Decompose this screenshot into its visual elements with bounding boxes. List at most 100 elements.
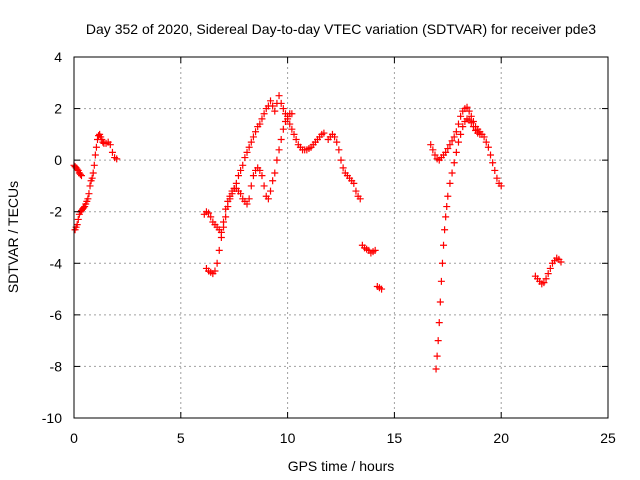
data-point: [542, 275, 550, 283]
data-point: [74, 215, 82, 223]
data-point: [207, 213, 215, 221]
y-tick-label: -8: [50, 358, 63, 374]
x-tick-label: 15: [387, 430, 403, 446]
data-point: [85, 190, 93, 198]
data-point: [90, 161, 98, 169]
data-point: [243, 148, 251, 156]
y-tick-label: 0: [54, 152, 62, 168]
y-tick-labels: -10 -8 -6 -4 -2 0 2 4: [42, 49, 62, 426]
data-point: [465, 107, 473, 115]
data-point: [241, 154, 249, 162]
data-point: [273, 156, 281, 164]
series-segment-4: [324, 130, 386, 293]
data-point: [487, 151, 495, 159]
data-point: [452, 128, 460, 136]
data-point: [441, 226, 449, 234]
y-tick-label: -4: [50, 255, 63, 271]
data-point: [356, 195, 364, 203]
y-tick-label: -2: [50, 204, 63, 220]
data-point: [256, 120, 264, 128]
data-point: [226, 192, 234, 200]
data-point: [258, 115, 266, 123]
data-point: [249, 172, 257, 180]
data-point: [234, 172, 242, 180]
data-point: [444, 192, 452, 200]
data-point: [211, 267, 219, 275]
y-tick-label: -10: [42, 410, 62, 426]
data-points: [70, 92, 565, 373]
data-point: [279, 105, 287, 113]
data-point: [292, 136, 300, 144]
data-point: [288, 125, 296, 133]
data-point: [88, 174, 96, 182]
data-point: [260, 110, 268, 118]
x-tick-labels: 0 5 10 15 20 25: [70, 430, 616, 446]
series-segment-1: [70, 130, 121, 234]
y-axis-label: SDTVAR / TECUs: [5, 181, 21, 293]
data-point: [92, 143, 100, 151]
data-point: [86, 182, 94, 190]
data-point: [469, 123, 477, 131]
x-tick-label: 0: [70, 430, 78, 446]
data-point: [281, 117, 289, 125]
data-point: [337, 156, 345, 164]
series-segment-3: [202, 110, 296, 278]
data-point: [459, 123, 467, 131]
data-point: [546, 264, 554, 272]
data-point: [252, 128, 260, 136]
data-point: [434, 337, 442, 345]
data-point: [267, 97, 275, 105]
x-tick-label: 20: [493, 430, 509, 446]
data-point: [371, 246, 379, 254]
data-point: [73, 165, 81, 173]
data-point: [476, 130, 484, 138]
data-point: [427, 141, 435, 149]
data-point: [237, 166, 245, 174]
data-point: [489, 159, 497, 167]
y-tick-label: 2: [54, 101, 62, 117]
data-point: [484, 143, 492, 151]
data-point: [557, 258, 565, 266]
data-point: [84, 195, 92, 203]
data-point: [73, 221, 81, 229]
data-point: [286, 120, 294, 128]
data-point: [108, 148, 116, 156]
data-point: [224, 197, 232, 205]
data-point: [243, 200, 251, 208]
data-point: [245, 195, 253, 203]
data-point: [497, 182, 505, 190]
data-point: [432, 365, 440, 373]
data-point: [217, 234, 225, 241]
data-point: [448, 169, 456, 177]
data-point: [271, 107, 279, 115]
data-point: [333, 138, 341, 146]
data-point: [444, 145, 452, 153]
data-point: [438, 259, 446, 267]
data-point: [446, 141, 454, 149]
data-point: [320, 129, 328, 137]
series-segment-7: [531, 254, 565, 288]
data-point: [113, 155, 121, 163]
data-point: [271, 169, 279, 177]
data-point: [436, 298, 444, 306]
x-axis-label: GPS time / hours: [288, 458, 395, 474]
data-point: [452, 148, 460, 156]
data-point: [482, 138, 490, 146]
data-point: [89, 169, 97, 177]
data-point: [350, 179, 358, 187]
data-point: [91, 151, 99, 159]
data-point: [215, 246, 223, 254]
data-point: [106, 141, 114, 149]
data-point: [247, 182, 255, 190]
data-point: [431, 151, 439, 159]
data-point: [220, 218, 228, 226]
data-point: [433, 352, 441, 360]
data-point: [540, 279, 548, 287]
data-point: [544, 270, 552, 278]
y-tick-label: 4: [54, 49, 62, 65]
data-point: [275, 146, 283, 154]
data-point: [437, 277, 445, 285]
data-point: [205, 209, 213, 217]
data-point: [442, 213, 450, 221]
data-point: [457, 130, 465, 138]
